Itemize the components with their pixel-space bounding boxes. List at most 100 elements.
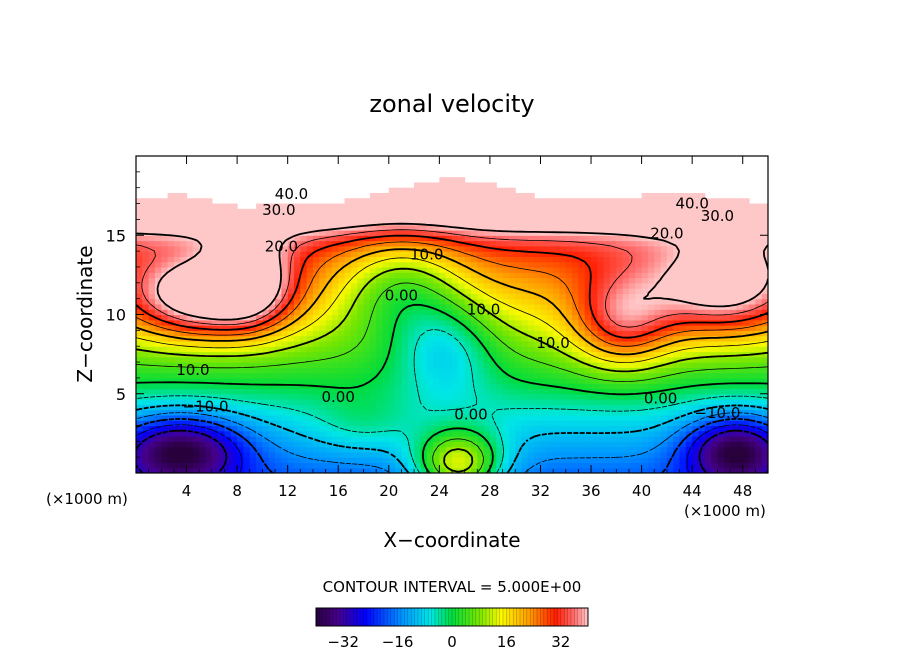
heatmap-cell [603,425,611,432]
heatmap-cell [711,256,719,263]
heatmap-cell [224,404,232,411]
heatmap-cell [407,372,415,379]
heatmap-cell [666,235,674,242]
heatmap-cell [660,383,668,390]
heatmap-cell [180,272,188,279]
heatmap-cell [281,298,289,305]
heatmap-cell [647,214,655,220]
heatmap-cell [742,436,750,442]
heatmap-cell [281,330,289,337]
heatmap-cell [641,224,649,231]
heatmap-cell [584,282,592,289]
heatmap-cell [483,399,491,405]
heatmap-cell [262,441,270,448]
heatmap-cell [167,298,175,305]
heatmap-cell [515,256,523,263]
heatmap-cell [603,372,611,379]
heatmap-cell [647,388,655,395]
heatmap-cell [572,467,579,473]
heatmap-cell [306,293,314,300]
heatmap-cell [755,409,763,416]
heatmap-cell [363,293,371,300]
heatmap-cell [704,399,712,405]
heatmap-cell [369,277,377,284]
heatmap-cell [673,425,681,432]
heatmap-cell [679,409,687,416]
heatmap-cell [654,362,662,368]
heatmap-cell [692,303,700,310]
heatmap-cell [692,409,700,416]
heatmap-cell [704,288,712,294]
heatmap-cell [142,388,150,395]
heatmap-cell [167,388,175,395]
heatmap-cell [521,457,529,464]
heatmap-cell [616,282,624,289]
heatmap-cell [597,399,605,405]
heatmap-cell [610,288,617,294]
heatmap-cell [426,245,434,252]
heatmap-cell [477,467,485,473]
heatmap-cell [445,467,453,473]
heatmap-cell [357,377,365,384]
heatmap-cell [534,224,542,231]
heatmap-cell [540,208,548,215]
heatmap-cell [704,451,712,458]
heatmap-cell [331,309,339,316]
heatmap-cell [199,388,207,395]
heatmap-cell [268,399,276,405]
heatmap-cell [395,219,403,226]
heatmap-cell [540,372,548,379]
heatmap-cell [243,288,251,294]
heatmap-cell [262,467,270,473]
heatmap-cell [704,235,712,242]
heatmap-cell [540,404,548,411]
heatmap-cell [584,383,592,390]
heatmap-cell [730,420,737,427]
heatmap-cell [218,303,226,310]
heatmap-cell [610,351,617,358]
heatmap-cell [350,251,358,257]
heatmap-cell [483,372,491,379]
heatmap-cell [603,261,611,268]
heatmap-cell [230,282,238,289]
heatmap-cell [224,330,232,337]
heatmap-cell [268,309,276,316]
heatmap-cell [224,309,232,316]
heatmap-cell [433,340,440,347]
heatmap-cell [565,409,573,416]
heatmap-cell [420,298,428,305]
heatmap-cell [401,362,409,368]
heatmap-cell [660,393,668,400]
heatmap-cell [692,388,700,395]
heatmap-cell [742,288,750,294]
heatmap-cell [628,277,636,284]
heatmap-cell [382,446,390,453]
heatmap-cell [433,457,440,464]
heatmap-cell [515,314,523,321]
heatmap-cell [521,446,529,453]
heatmap-cell [553,298,561,305]
heatmap-cell [350,309,358,316]
heatmap-cell [578,251,586,257]
heatmap-cell [723,351,731,358]
heatmap-cell [161,319,169,326]
heatmap-cell [730,319,737,326]
heatmap-cell [515,277,523,284]
heatmap-cell [470,293,478,300]
heatmap-cell [584,441,592,448]
heatmap-cell [546,425,554,432]
heatmap-cell [540,399,548,405]
heatmap-cell [369,467,377,473]
heatmap-cell [445,451,453,458]
heatmap-cell [730,404,737,411]
heatmap-cell [331,303,339,310]
heatmap-cell [148,340,156,347]
heatmap-cell [755,436,763,442]
heatmap-cell [376,388,384,395]
heatmap-cell [325,219,333,226]
heatmap-cell [483,282,491,289]
heatmap-cell [344,367,352,374]
heatmap-cell [553,388,561,395]
heatmap-cell [730,224,737,231]
heatmap-cell [628,383,636,390]
